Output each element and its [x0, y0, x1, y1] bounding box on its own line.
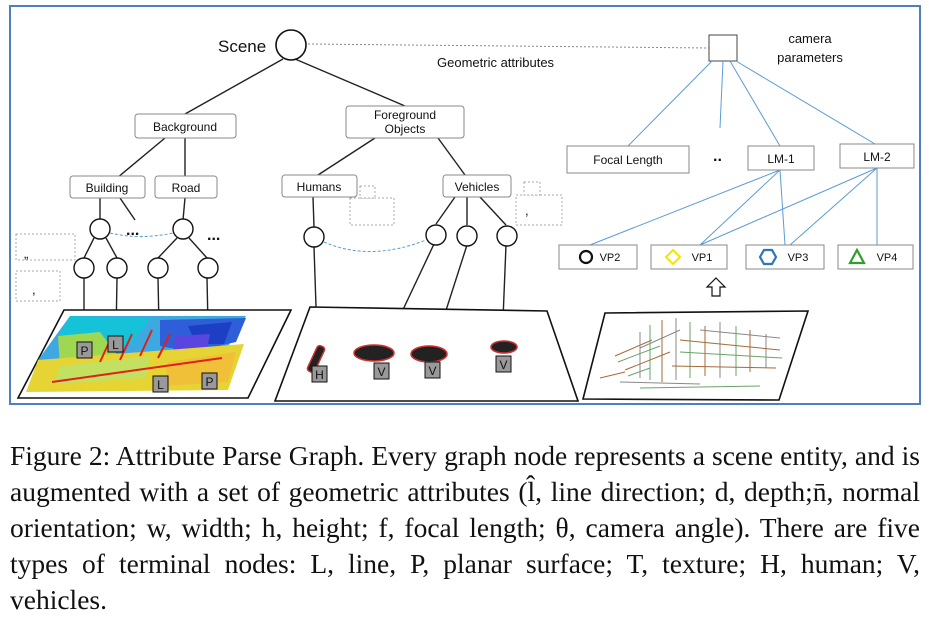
- road-label: Road: [172, 181, 201, 195]
- ellipsis-road: ...: [207, 227, 220, 244]
- lm2-label: LM-2: [863, 150, 891, 164]
- attr-comma-2: ,: [525, 203, 529, 218]
- scene-camera-dotted-link: [307, 43, 710, 49]
- svg-text:L: L: [157, 378, 164, 392]
- camera-ellipsis: ..: [713, 148, 722, 165]
- intermediate-nodes: [73, 218, 518, 279]
- vp3-box: [745, 244, 825, 270]
- up-arrow-icon: [705, 277, 727, 297]
- lm2-box: [839, 143, 915, 169]
- svg-text:V: V: [428, 364, 436, 378]
- dotted-link-left: [109, 232, 174, 237]
- svg-text:P: P: [205, 375, 213, 389]
- scene-node: [275, 29, 307, 61]
- building-box: [69, 175, 146, 199]
- figure-frame: [9, 5, 921, 405]
- camera-label-2: parameters: [777, 50, 843, 65]
- attribute-boxes: [15, 181, 563, 302]
- svg-text:H: H: [315, 368, 324, 382]
- vp1-box: [650, 244, 728, 270]
- vehicles-box: [442, 174, 512, 198]
- vp3-label: VP3: [788, 252, 809, 264]
- figure-caption: Figure 2: Attribute Parse Graph. Every g…: [10, 440, 920, 615]
- svg-text:V: V: [499, 358, 507, 372]
- focal-length-box: [566, 145, 690, 174]
- vp2-label: VP2: [600, 252, 621, 264]
- vp3-hexagon-marker: [758, 248, 778, 266]
- detected-objects: [306, 340, 518, 374]
- attr-quote-mark: „: [24, 246, 28, 261]
- geometric-attributes-label: Geometric attributes: [437, 55, 555, 70]
- vp4-box: [837, 244, 914, 270]
- camera-edges: [589, 60, 878, 246]
- line-sketch-strokes: [599, 318, 783, 389]
- svg-text:P: P: [80, 344, 88, 358]
- vp4-label: VP4: [877, 252, 898, 264]
- camera-node: [708, 34, 738, 62]
- vp4-triangle-marker: [848, 247, 866, 265]
- terminal-nodes: P L L P H V V V: [76, 335, 512, 393]
- background-label: Background: [153, 120, 217, 134]
- vp2-box: [558, 244, 638, 270]
- foreground-label-1: Foreground: [374, 108, 436, 122]
- foreground-box: [345, 105, 465, 139]
- lm1-label: LM-1: [767, 152, 795, 166]
- svg-text:V: V: [377, 365, 385, 379]
- svg-text:L: L: [112, 338, 119, 352]
- vp1-diamond-marker: [664, 248, 682, 266]
- humans-label: Humans: [297, 180, 342, 194]
- ellipsis-building: ...: [126, 222, 139, 239]
- attr-comma-1: ,: [32, 282, 36, 297]
- background-box: [134, 113, 237, 139]
- lm1-box: [747, 145, 815, 171]
- focal-length-label: Focal Length: [593, 153, 662, 167]
- scene-label: Scene: [218, 37, 266, 56]
- vp1-label: VP1: [692, 252, 713, 264]
- vp2-circle-marker: [578, 249, 594, 265]
- building-label: Building: [86, 181, 129, 195]
- humans-box: [281, 174, 358, 198]
- road-box: [154, 175, 218, 199]
- vehicles-label: Vehicles: [455, 180, 500, 194]
- camera-label-1: camera: [788, 31, 832, 46]
- line-sketch-image: [581, 310, 810, 401]
- foreground-label-2: Objects: [385, 122, 426, 136]
- attribute-parse-graph-figure: Scene Geometric attributes Background Fo…: [9, 5, 921, 405]
- dotted-link-mid: [323, 239, 427, 253]
